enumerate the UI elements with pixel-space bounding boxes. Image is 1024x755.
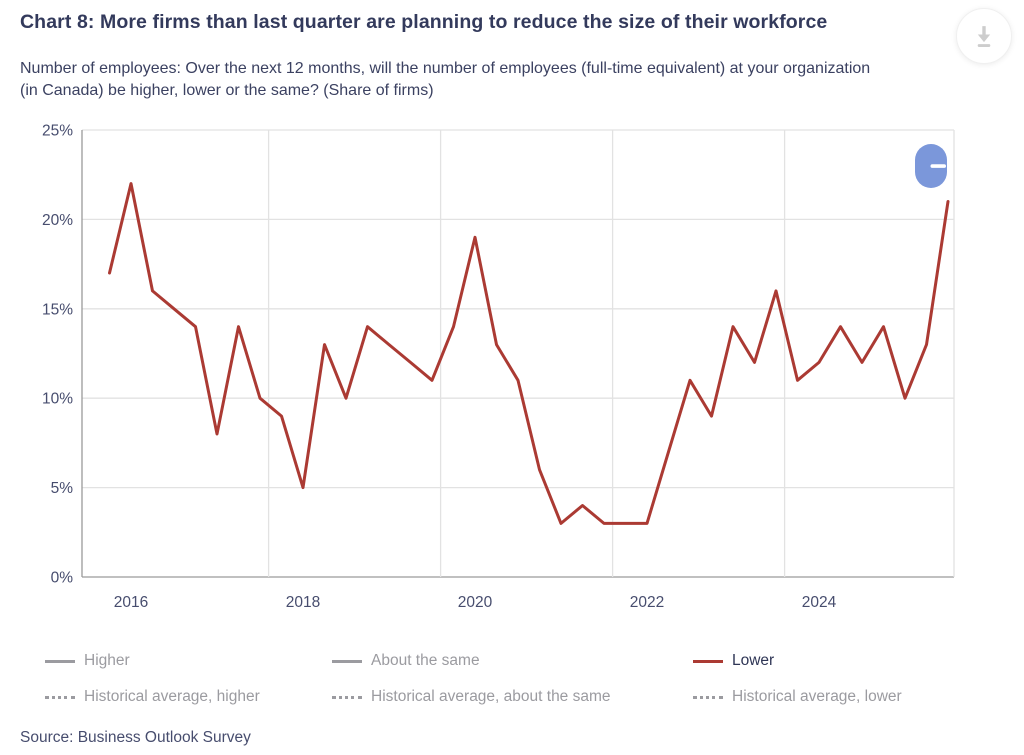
legend-label: Historical average, lower	[732, 688, 902, 705]
legend-item-lower[interactable]: Lower	[693, 651, 774, 671]
x-tick-label: 2020	[458, 594, 493, 611]
legend-item-higher[interactable]: Higher	[45, 651, 130, 671]
legend-label: About the same	[371, 652, 480, 669]
x-tick-label: 2022	[630, 594, 664, 611]
download-icon	[977, 26, 991, 47]
legend-item-about-the-same[interactable]: About the same	[332, 651, 480, 671]
legend-label: Higher	[84, 652, 130, 669]
dotted-line-swatch	[693, 695, 723, 699]
x-tick-label: 2024	[802, 594, 837, 611]
legend-label: Historical average, higher	[84, 688, 260, 705]
chart-subtitle-line-2: (in Canada) be higher, lower or the same…	[20, 82, 434, 99]
x-tick-label: 2016	[114, 594, 148, 611]
legend-item-historical-average-about-the-same[interactable]: Historical average, about the same	[332, 687, 611, 707]
minus-icon	[930, 164, 946, 168]
legend-label: Historical average, about the same	[371, 688, 611, 705]
dotted-line-swatch	[332, 695, 362, 699]
solid-line-swatch	[332, 659, 362, 663]
y-tick-label: 10%	[42, 391, 73, 408]
chart-subtitle: Number of employees: Over the next 12 mo…	[20, 58, 1000, 102]
y-tick-label: 0%	[51, 570, 74, 587]
y-tick-label: 20%	[42, 212, 73, 229]
solid-line-swatch	[45, 659, 75, 663]
chart-subtitle-line-1: Number of employees: Over the next 12 mo…	[20, 60, 871, 77]
source-note: Source: Business Outlook Survey	[20, 729, 251, 746]
dotted-line-swatch	[45, 695, 75, 699]
chart-title: Chart 8: More firms than last quarter ar…	[20, 11, 828, 33]
y-tick-label: 5%	[51, 480, 74, 497]
x-tick-label: 2018	[286, 594, 320, 611]
solid-line-swatch	[693, 659, 723, 663]
legend-label: Lower	[732, 652, 775, 669]
legend-item-historical-average-higher[interactable]: Historical average, higher	[45, 687, 260, 707]
y-tick-label: 15%	[42, 301, 73, 318]
download-button[interactable]	[956, 8, 1012, 64]
y-tick-label: 25%	[42, 123, 73, 140]
series-line-lower	[108, 182, 950, 525]
legend-item-historical-average-lower[interactable]: Historical average, lower	[693, 687, 902, 707]
